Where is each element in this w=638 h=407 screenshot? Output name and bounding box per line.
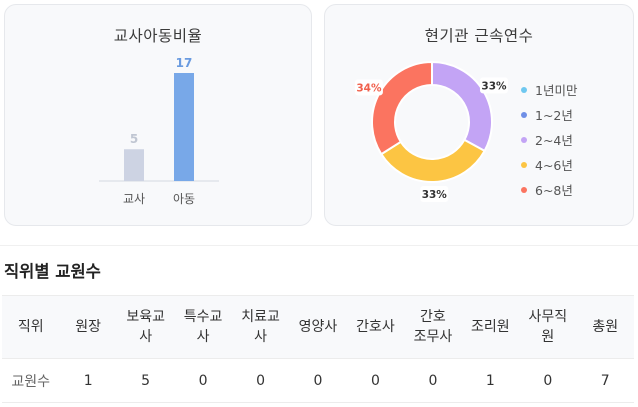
row-header-count: 교원수 [2,358,60,403]
legend-label: 4~6년 [535,158,573,173]
ratio-card-title: 교사아동비율 [113,27,203,45]
bar-category-label-1: 아동 [173,192,195,206]
table-cell-2: 5 [116,358,175,403]
column-header-1: 원장 [59,295,117,359]
column-header-2: 보육교 사 [116,295,175,359]
column-header-8: 조리원 [461,295,520,359]
ratio-bar-chart: 5 교사 17 아동 [99,56,219,206]
tenure-legend: 1년미만 1~2년 2~4년 4~6년 6~8년 [521,77,577,202]
legend-item-0: 1년미만 [521,77,577,102]
column-header-6: 간호사 [346,295,405,359]
legend-dot-icon [521,86,527,93]
table-cell-8: 1 [461,358,520,403]
table-cell-10: 7 [576,358,634,403]
table-cell-9: 0 [519,358,577,403]
staff-table-row: 교원수 1 5 0 0 0 0 0 1 0 7 [2,358,634,403]
donut-slice-4 [371,60,433,156]
donut-slice-3 [379,138,486,183]
legend-dot-icon [521,161,527,168]
legend-label: 2~4년 [535,133,573,148]
teacher-child-ratio-card: 교사아동비율 5 교사 17 아동 [4,4,312,226]
legend-label: 1년미만 [535,83,578,98]
legend-label: 6~8년 [535,183,573,198]
bar-category-label-0: 교사 [123,192,145,206]
legend-item-2: 2~4년 [521,127,577,152]
staff-section-title: 직위별 교원수 [4,262,101,281]
donut-label-4: 34% [354,79,383,96]
staff-table-header-row: 직위 원장 보육교 사 특수교 사 치료교 사 영양사 간호사 간호 조무사 조리원 사무직 원 총원 [2,295,634,359]
bar-value-label-1: 17 [176,56,193,70]
table-cell-4: 0 [231,358,290,403]
table-cell-5: 0 [289,358,347,403]
legend-item-1: 1~2년 [521,102,577,127]
donut-label-bg-3 [420,185,449,202]
donut-label-text-3: 33% [422,189,448,201]
table-cell-6: 0 [346,358,405,403]
donut-slice-2 [431,60,493,153]
staff-table: 직위 원장 보육교 사 특수교 사 치료교 사 영양사 간호사 간호 조무사 조리원 사무직 원 총원 교원수… [2,295,634,403]
donut-label-text-4: 34% [356,82,382,94]
section-divider [0,245,638,246]
donut-label-3: 33% [420,185,449,202]
column-header-7: 간호 조무사 [404,295,462,359]
donut-label-bg-2 [479,77,508,94]
table-cell-1: 1 [59,358,117,403]
legend-label: 1~2년 [535,108,573,123]
legend-dot-icon [521,111,527,118]
bar-0 [124,149,144,181]
bar-value-label-0: 5 [130,132,138,146]
column-header-3: 특수교 사 [174,295,232,359]
tenure-card-title: 현기관 근속연수 [424,27,534,45]
bar-1 [174,73,194,181]
table-cell-3: 0 [174,358,232,403]
legend-item-3: 4~6년 [521,152,577,177]
tenure-card: 현기관 근속연수 33% 33% 34% 1년미만 1~2년 2~4년 4~6년 6~8년 [324,4,634,226]
legend-dot-icon [521,136,527,143]
tenure-donut-chart: 33% 33% 34% [354,60,508,202]
column-header-10: 총원 [576,295,634,359]
legend-item-4: 6~8년 [521,177,577,202]
column-header-5: 영양사 [289,295,347,359]
column-header-9: 사무직 원 [519,295,577,359]
column-header-4: 치료교 사 [231,295,290,359]
legend-dot-icon [521,186,527,193]
column-header-position: 직위 [2,295,60,359]
donut-label-text-2: 33% [481,80,507,92]
donut-label-bg-4 [354,79,383,96]
donut-label-2: 33% [479,77,508,94]
table-cell-7: 0 [404,358,462,403]
